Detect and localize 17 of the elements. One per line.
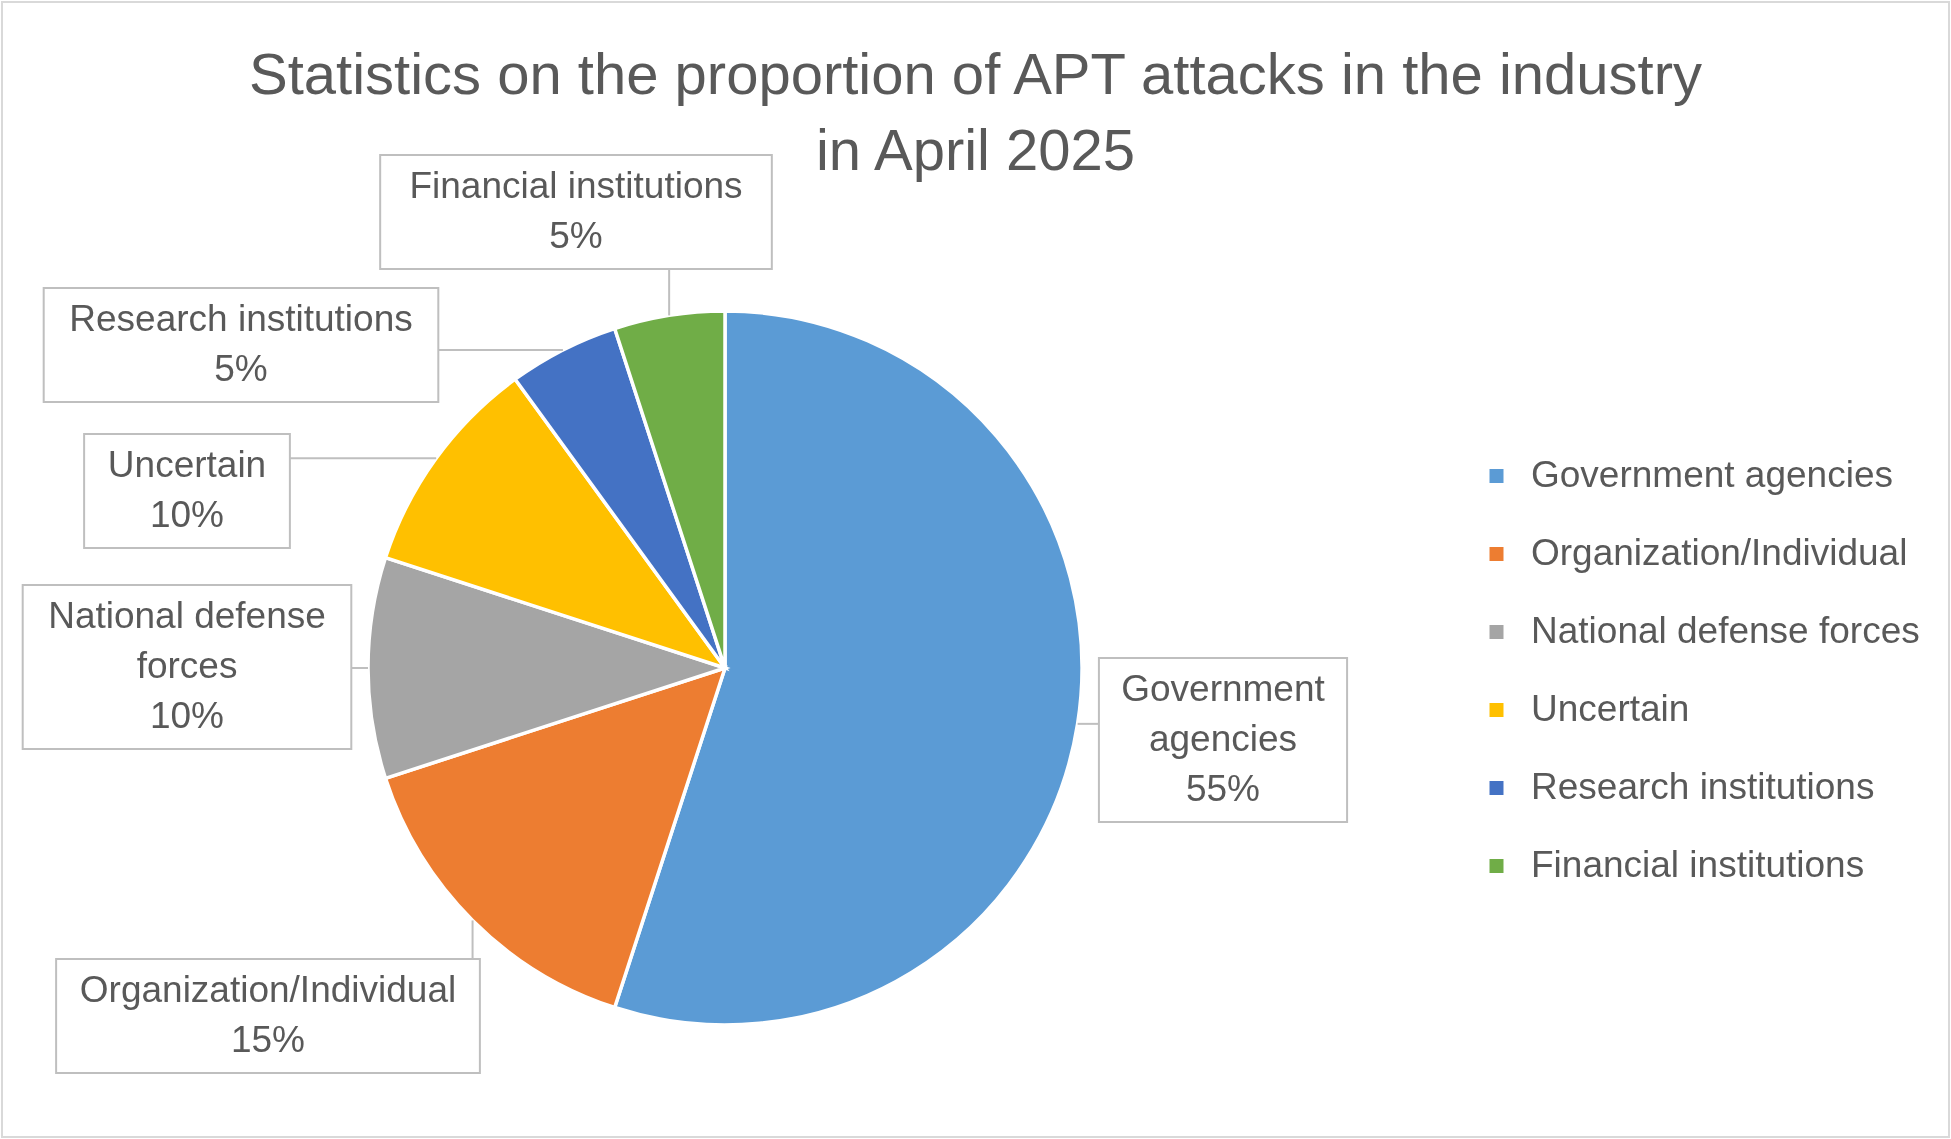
slice-label: National defense forces <box>48 595 326 686</box>
data-label: 10% <box>149 494 225 535</box>
slice-label: Government agencies <box>1121 668 1326 759</box>
legend-label: National defense forces <box>1531 610 1920 651</box>
legend-label: Organization/Individual <box>1531 532 1908 573</box>
legend-label: Government agencies <box>1531 454 1893 495</box>
slice-label: Research institutions <box>69 298 413 339</box>
data-label: 5% <box>214 348 268 389</box>
legend-label: Research institutions <box>1531 766 1875 807</box>
legend-label: Financial institutions <box>1531 844 1865 885</box>
data-label: 55% <box>1185 768 1261 809</box>
legend-label: Uncertain <box>1531 688 1690 729</box>
slice-label: Organization/Individual <box>79 969 457 1010</box>
data-label: 15% <box>230 1019 306 1060</box>
data-label: 10% <box>149 695 225 736</box>
data-label: 5% <box>549 215 603 256</box>
slice-label: Uncertain <box>107 444 267 485</box>
